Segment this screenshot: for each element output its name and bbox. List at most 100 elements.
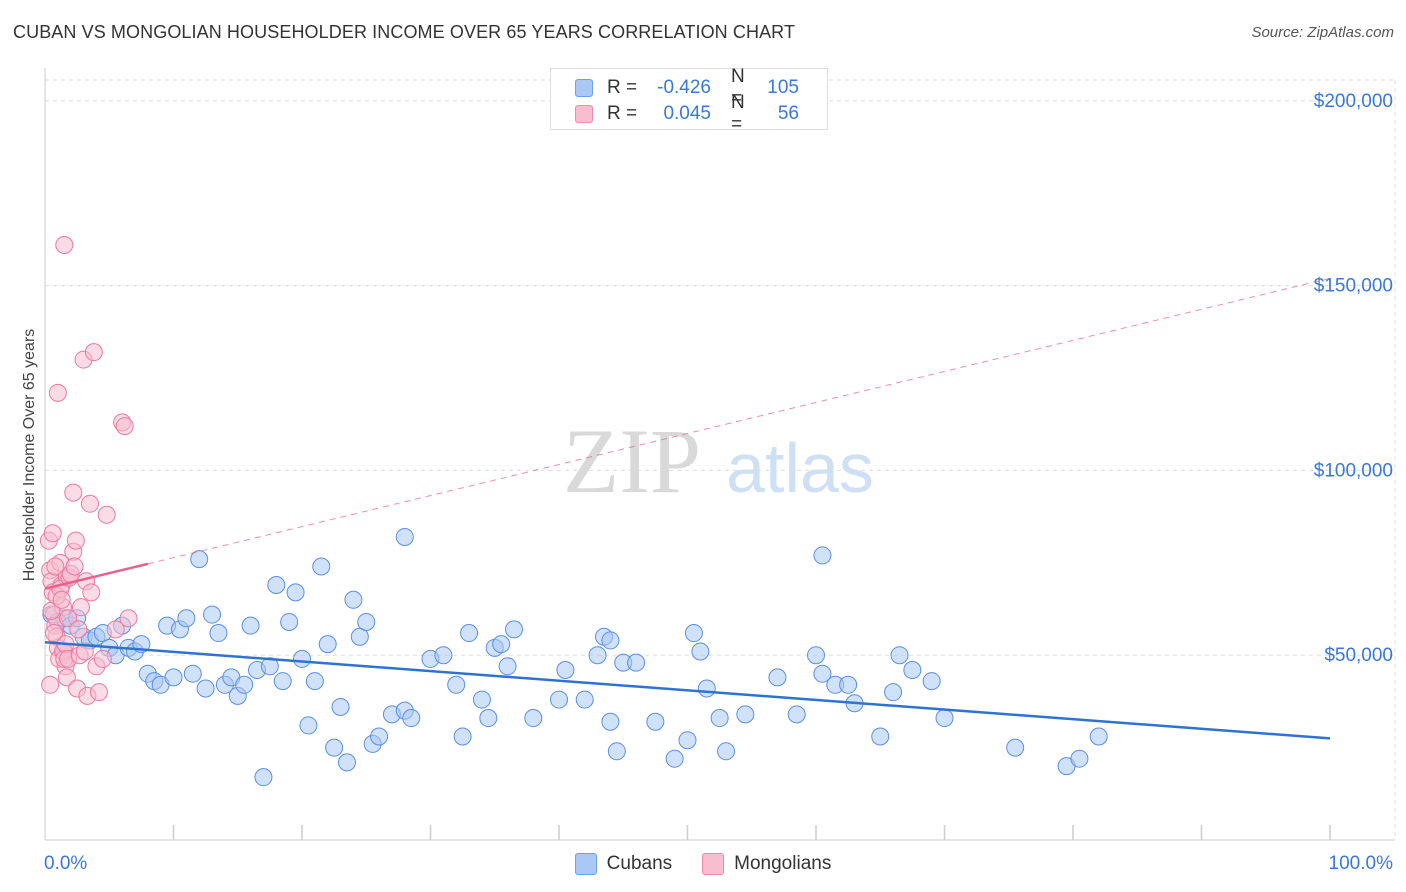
cuban-point: [177, 609, 196, 628]
watermark-zip: ZIP: [563, 410, 701, 512]
cuban-trend-line: [44, 641, 1331, 740]
cuban-point: [370, 727, 389, 746]
legend-n-label: N =: [731, 66, 745, 109]
cuban-point: [787, 705, 806, 724]
x-tick-label: 100.0%: [1329, 853, 1394, 874]
cuban-point: [203, 605, 222, 624]
cuban-point: [505, 620, 524, 639]
mongolian-point: [52, 590, 71, 609]
y-tick-label: $150,000: [1314, 276, 1393, 297]
cuban-point: [472, 690, 491, 709]
cuban-point: [871, 727, 890, 746]
mongolian-point: [80, 494, 99, 513]
cuban-point: [691, 642, 710, 661]
trend-layer: [44, 277, 1331, 740]
points-layer: [39, 236, 1108, 787]
cuban-point: [280, 612, 299, 631]
mongolian-point: [65, 557, 84, 576]
cuban-point: [935, 709, 954, 728]
y-tick-label: $50,000: [1324, 645, 1393, 666]
legend-row-mongolians: R = 0.045 N = 56: [575, 92, 799, 135]
mongolian-trend-extension: [147, 277, 1331, 565]
cuban-point: [183, 664, 202, 683]
mongolian-point: [43, 524, 62, 543]
series-swatch-cubans: [574, 853, 597, 875]
cuban-point: [254, 768, 273, 787]
cuban-point: [665, 749, 684, 768]
cuban-point: [717, 742, 736, 761]
y-tick-label: $100,000: [1314, 460, 1393, 481]
legend-r-value: 0.045: [663, 103, 711, 124]
cuban-point: [325, 738, 344, 757]
cuban-point: [395, 527, 414, 546]
mongolian-point: [55, 236, 74, 254]
legend-n-value: 105: [767, 77, 799, 98]
cuban-point: [498, 657, 517, 676]
cuban-point: [434, 646, 453, 665]
cuban-point: [890, 646, 909, 665]
legend-r-value: -0.426: [657, 77, 711, 98]
cuban-point: [550, 690, 568, 709]
cuban-point: [807, 646, 825, 665]
series-name-mongolians: Mongolians: [734, 853, 832, 874]
series-legend: Cubans Mongolians: [0, 852, 1406, 876]
mongolian-point: [97, 505, 116, 524]
cuban-point: [556, 661, 575, 679]
mongolian-point: [115, 417, 134, 436]
tick-label-layer: $50,000 $100,000 $150,000 $200,000 0.0% 100.0…: [44, 91, 1393, 874]
cuban-point: [357, 612, 376, 631]
legend-swatch-cubans: [575, 79, 593, 97]
cuban-point: [460, 624, 479, 643]
cuban-point: [524, 709, 543, 728]
mongolian-point: [46, 557, 65, 576]
cuban-point: [736, 705, 755, 724]
cuban-point: [813, 664, 832, 683]
mongolian-point: [106, 620, 125, 639]
cuban-point: [607, 742, 626, 761]
cuban-point: [196, 679, 215, 698]
legend-row-cubans: R = -0.426 N = 105: [575, 66, 799, 109]
cuban-point: [646, 712, 665, 731]
cuban-point: [1070, 749, 1089, 768]
cuban-point: [1089, 727, 1108, 746]
watermark-atlas: atlas: [726, 429, 874, 507]
mongolian-point: [119, 609, 138, 628]
mongolian-point: [89, 683, 108, 702]
cuban-point: [235, 675, 254, 694]
cuban-point: [839, 675, 858, 694]
mongolian-point: [75, 642, 94, 661]
source-label: Source: ZipAtlas.com: [1251, 24, 1394, 41]
legend-r-label: R =: [607, 103, 638, 124]
cuban-point: [241, 616, 260, 635]
cuban-point: [164, 668, 183, 687]
cuban-point: [627, 653, 646, 672]
mongolian-point: [59, 609, 78, 628]
cuban-point: [697, 679, 716, 698]
series-legend-mongolians[interactable]: Mongolians: [702, 853, 831, 875]
y-tick-label: $200,000: [1314, 91, 1393, 112]
cuban-point: [813, 546, 832, 565]
mongolian-point: [41, 675, 60, 694]
legend-n-value: 56: [777, 103, 799, 124]
series-name-cubans: Cubans: [606, 853, 673, 874]
mongolian-point: [44, 624, 63, 643]
legend-n-label: N =: [731, 92, 745, 135]
cuban-point: [768, 668, 787, 687]
legend-swatch-mongolians: [575, 105, 593, 123]
axes-layer: [44, 68, 1395, 841]
mongolian-point: [82, 583, 101, 602]
chart-title: CUBAN VS MONGOLIAN HOUSEHOLDER INCOME OV…: [13, 22, 796, 42]
cuban-point: [601, 712, 620, 731]
cuban-point: [884, 683, 903, 702]
series-legend-cubans[interactable]: Cubans: [574, 853, 673, 875]
mongolian-point: [57, 668, 76, 687]
cuban-point: [286, 583, 305, 602]
cuban-point: [678, 731, 697, 750]
cuban-point: [273, 672, 292, 691]
mongolian-point: [48, 383, 67, 402]
series-swatch-mongolians: [702, 853, 725, 875]
mongolian-point: [66, 531, 85, 550]
mongolian-point: [64, 483, 83, 502]
correlation-legend: R = -0.426 N = 105 R = 0.045 N = 56: [550, 66, 828, 135]
